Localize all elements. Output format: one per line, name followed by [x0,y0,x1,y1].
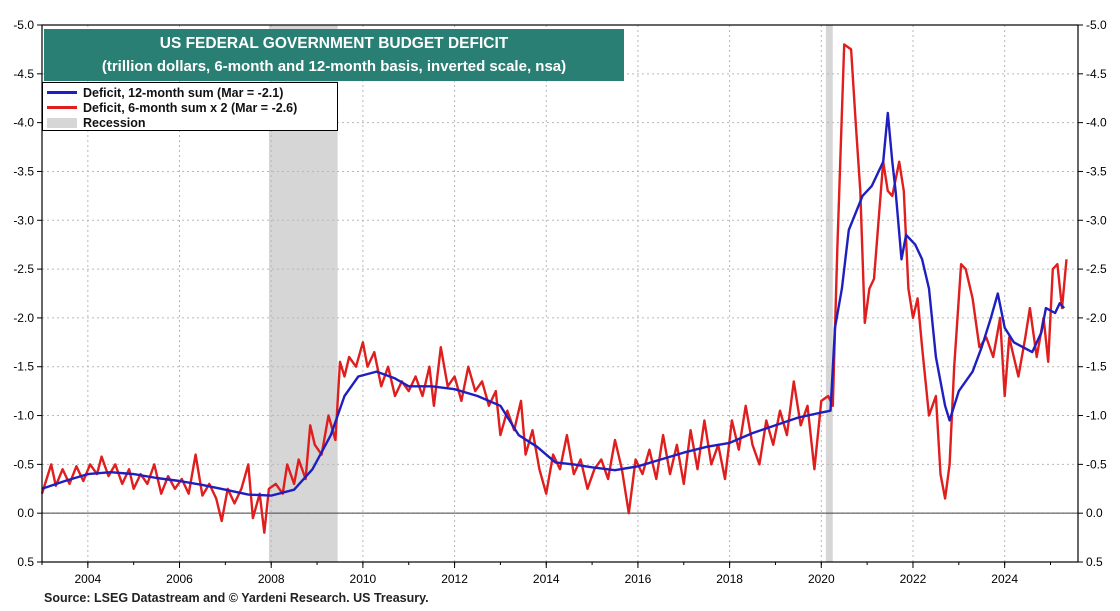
y-tick-label-right: -2.0 [1086,311,1107,325]
legend: Deficit, 12-month sum (Mar = -2.1) Defic… [42,82,338,131]
chart-title: US FEDERAL GOVERNMENT BUDGET DEFICIT [159,35,509,52]
plot-frame [41,24,1079,563]
x-tick-label: 2004 [74,572,101,586]
y-tick-label-left: -2.0 [13,311,34,325]
y-tick-label-right: 0.0 [1086,506,1103,520]
y-tick-label-left: 0.0 [17,506,34,520]
x-tick-label: 2016 [625,572,652,586]
y-tick-label-left: -2.5 [13,262,34,276]
y-tick-label-left: -1.0 [13,409,34,423]
x-tick-label: 2014 [533,572,560,586]
y-tick-label-left: -5.0 [13,18,34,32]
legend-item-12-month: Deficit, 12-month sum (Mar = -2.1) [47,85,333,100]
y-tick-label-right: -1.0 [1086,409,1107,423]
chart-title-box: US FEDERAL GOVERNMENT BUDGET DEFICIT (tr… [44,29,624,81]
recession-band-1 [825,25,833,562]
y-tick-label-right: 0.5 [1086,555,1103,569]
legend-swatch-red [47,106,77,109]
y-tick-label-left: -1.5 [13,360,34,374]
y-tick-label-right: -3.0 [1086,213,1107,227]
legend-item-6-month: Deficit, 6-month sum x 2 (Mar = -2.6) [47,100,333,115]
y-tick-label-right: -4.5 [1086,67,1107,81]
x-tick-label: 2008 [258,572,285,586]
legend-swatch-recession [47,117,77,128]
y-tick-label-right: -2.5 [1086,262,1107,276]
y-tick-label-left: -4.0 [13,116,34,130]
series-line-12-month [41,111,1066,497]
y-tick-label-left: -0.5 [13,457,34,471]
y-tick-label-right: -1.5 [1086,360,1107,374]
chart-subtitle: (trillion dollars, 6-month and 12-month … [101,58,567,75]
x-tick-label: 2006 [166,572,193,586]
legend-label-6-month: Deficit, 6-month sum x 2 (Mar = -2.6) [83,100,298,115]
x-tick-label: 2022 [900,572,927,586]
x-tick-label: 2010 [350,572,377,586]
y-tick-label-right: -4.0 [1086,116,1107,130]
y-tick-label-right: -0.5 [1086,457,1107,471]
legend-label-recession: Recession [83,115,146,130]
series-line-6-month [40,43,1068,534]
legend-label-12-month: Deficit, 12-month sum (Mar = -2.1) [83,85,284,100]
y-tick-label-left: 0.5 [17,555,34,569]
legend-swatch-blue [47,91,77,94]
legend-item-recession: Recession [47,115,333,130]
y-tick-label-left: -4.5 [13,67,34,81]
x-tick-label: 2012 [441,572,468,586]
x-tick-label: 2020 [808,572,835,586]
y-tick-label-left: -3.5 [13,164,34,178]
y-tick-label-right: -3.5 [1086,164,1107,178]
y-tick-label-right: -5.0 [1086,18,1107,32]
x-tick-label: 2024 [991,572,1018,586]
source-note: Source: LSEG Datastream and © Yardeni Re… [44,591,429,605]
y-tick-label-left: -3.0 [13,213,34,227]
x-tick-label: 2018 [716,572,743,586]
